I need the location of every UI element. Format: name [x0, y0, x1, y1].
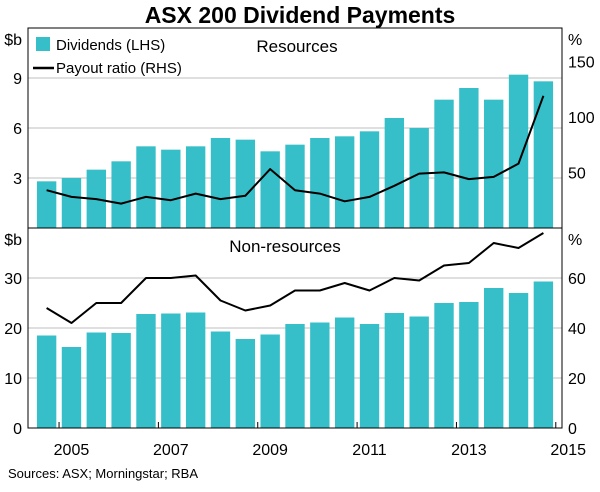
- left-unit-label: $b: [4, 32, 22, 49]
- dividend-bar: [334, 136, 355, 228]
- right-tick-label: 40: [568, 321, 586, 338]
- panel-title: Non-resources: [229, 237, 341, 256]
- dividend-bar: [210, 331, 231, 428]
- left-tick-label: 20: [4, 321, 22, 338]
- dividend-bar: [185, 146, 206, 228]
- dividend-bar: [86, 332, 106, 428]
- right-tick-label: 20: [568, 371, 586, 388]
- right-tick-label: 150: [568, 54, 595, 71]
- dividend-bar: [459, 302, 479, 428]
- dividend-bar: [434, 99, 454, 229]
- payout-ratio-line: [46, 95, 545, 205]
- legend-line-label: Payout ratio (RHS): [56, 60, 182, 77]
- right-unit-label: %: [568, 32, 582, 49]
- dividend-bar: [111, 333, 131, 428]
- x-tick-label: 2009: [252, 442, 288, 459]
- dividend-bar: [61, 178, 82, 228]
- dividend-bar: [111, 161, 131, 228]
- dividend-bar: [285, 144, 305, 228]
- left-tick-label: 0: [13, 421, 22, 438]
- dividend-bar: [161, 313, 181, 428]
- dividend-bar: [334, 317, 355, 428]
- dividend-bar: [260, 151, 280, 228]
- dividend-bar: [508, 74, 529, 229]
- source-note: Sources: ASX; Morningstar; RBA: [8, 466, 199, 481]
- dividend-bar: [533, 81, 554, 228]
- right-tick-label: 0: [568, 421, 577, 438]
- x-tick-label: 2011: [352, 442, 387, 459]
- dividend-bar: [235, 139, 256, 228]
- dividend-bar: [285, 324, 305, 428]
- panel-title: Resources: [256, 37, 337, 56]
- dividend-bar: [409, 128, 429, 228]
- x-tick-label: 2013: [451, 442, 487, 459]
- legend-bar-label: Dividends (LHS): [56, 37, 165, 54]
- dividend-bar: [161, 149, 181, 228]
- left-tick-label: 30: [4, 271, 22, 288]
- dividend-bar: [459, 88, 479, 228]
- dividend-bar: [36, 335, 57, 428]
- chart-title: ASX 200 Dividend Payments: [144, 2, 456, 28]
- dividend-bar: [136, 146, 156, 228]
- dividend-bar: [310, 138, 330, 228]
- payout-ratio-line: [46, 232, 544, 324]
- right-unit-label: %: [568, 232, 582, 249]
- right-tick-label: 50: [568, 165, 586, 182]
- x-tick-label: 2007: [153, 442, 189, 459]
- dividend-bar: [235, 339, 256, 428]
- dividend-bar: [36, 181, 57, 228]
- dividend-bar: [533, 281, 554, 428]
- dividend-bar: [434, 303, 454, 428]
- dividend-bar: [185, 312, 206, 428]
- dividend-bar: [484, 288, 504, 428]
- dividend-bar: [359, 324, 380, 428]
- dividend-bar: [260, 334, 280, 428]
- dividend-bar: [409, 316, 429, 428]
- dividend-bar: [508, 293, 529, 428]
- dividend-bar: [384, 118, 405, 228]
- legend-bar-swatch: [36, 37, 50, 51]
- dividend-bar: [484, 99, 504, 229]
- x-tick-label: 2005: [54, 442, 90, 459]
- right-tick-label: 60: [568, 271, 586, 288]
- left-tick-label: 6: [13, 121, 22, 138]
- left-tick-label: 9: [13, 71, 22, 88]
- left-tick-label: 10: [4, 371, 22, 388]
- dividend-bar: [359, 131, 380, 228]
- left-tick-label: 3: [13, 171, 22, 188]
- dividend-bar: [210, 138, 231, 228]
- right-tick-label: 100: [568, 110, 595, 127]
- left-unit-label: $b: [4, 232, 22, 249]
- dividend-bar: [61, 347, 82, 428]
- dividend-bar: [136, 314, 156, 428]
- dividend-bar: [384, 313, 405, 428]
- x-tick-label: 2015: [550, 442, 586, 459]
- dividend-bar: [310, 322, 330, 428]
